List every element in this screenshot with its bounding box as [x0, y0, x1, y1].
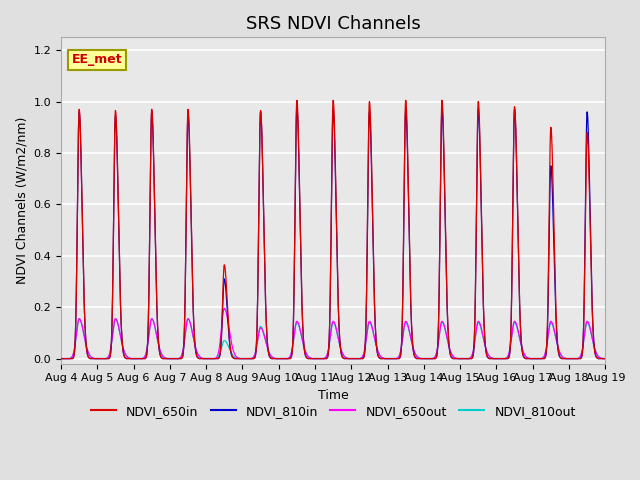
X-axis label: Time: Time: [318, 389, 349, 402]
Title: SRS NDVI Channels: SRS NDVI Channels: [246, 15, 420, 33]
Y-axis label: NDVI Channels (W/m2/nm): NDVI Channels (W/m2/nm): [15, 117, 28, 284]
Legend: NDVI_650in, NDVI_810in, NDVI_650out, NDVI_810out: NDVI_650in, NDVI_810in, NDVI_650out, NDV…: [86, 400, 580, 423]
Text: EE_met: EE_met: [72, 53, 122, 66]
